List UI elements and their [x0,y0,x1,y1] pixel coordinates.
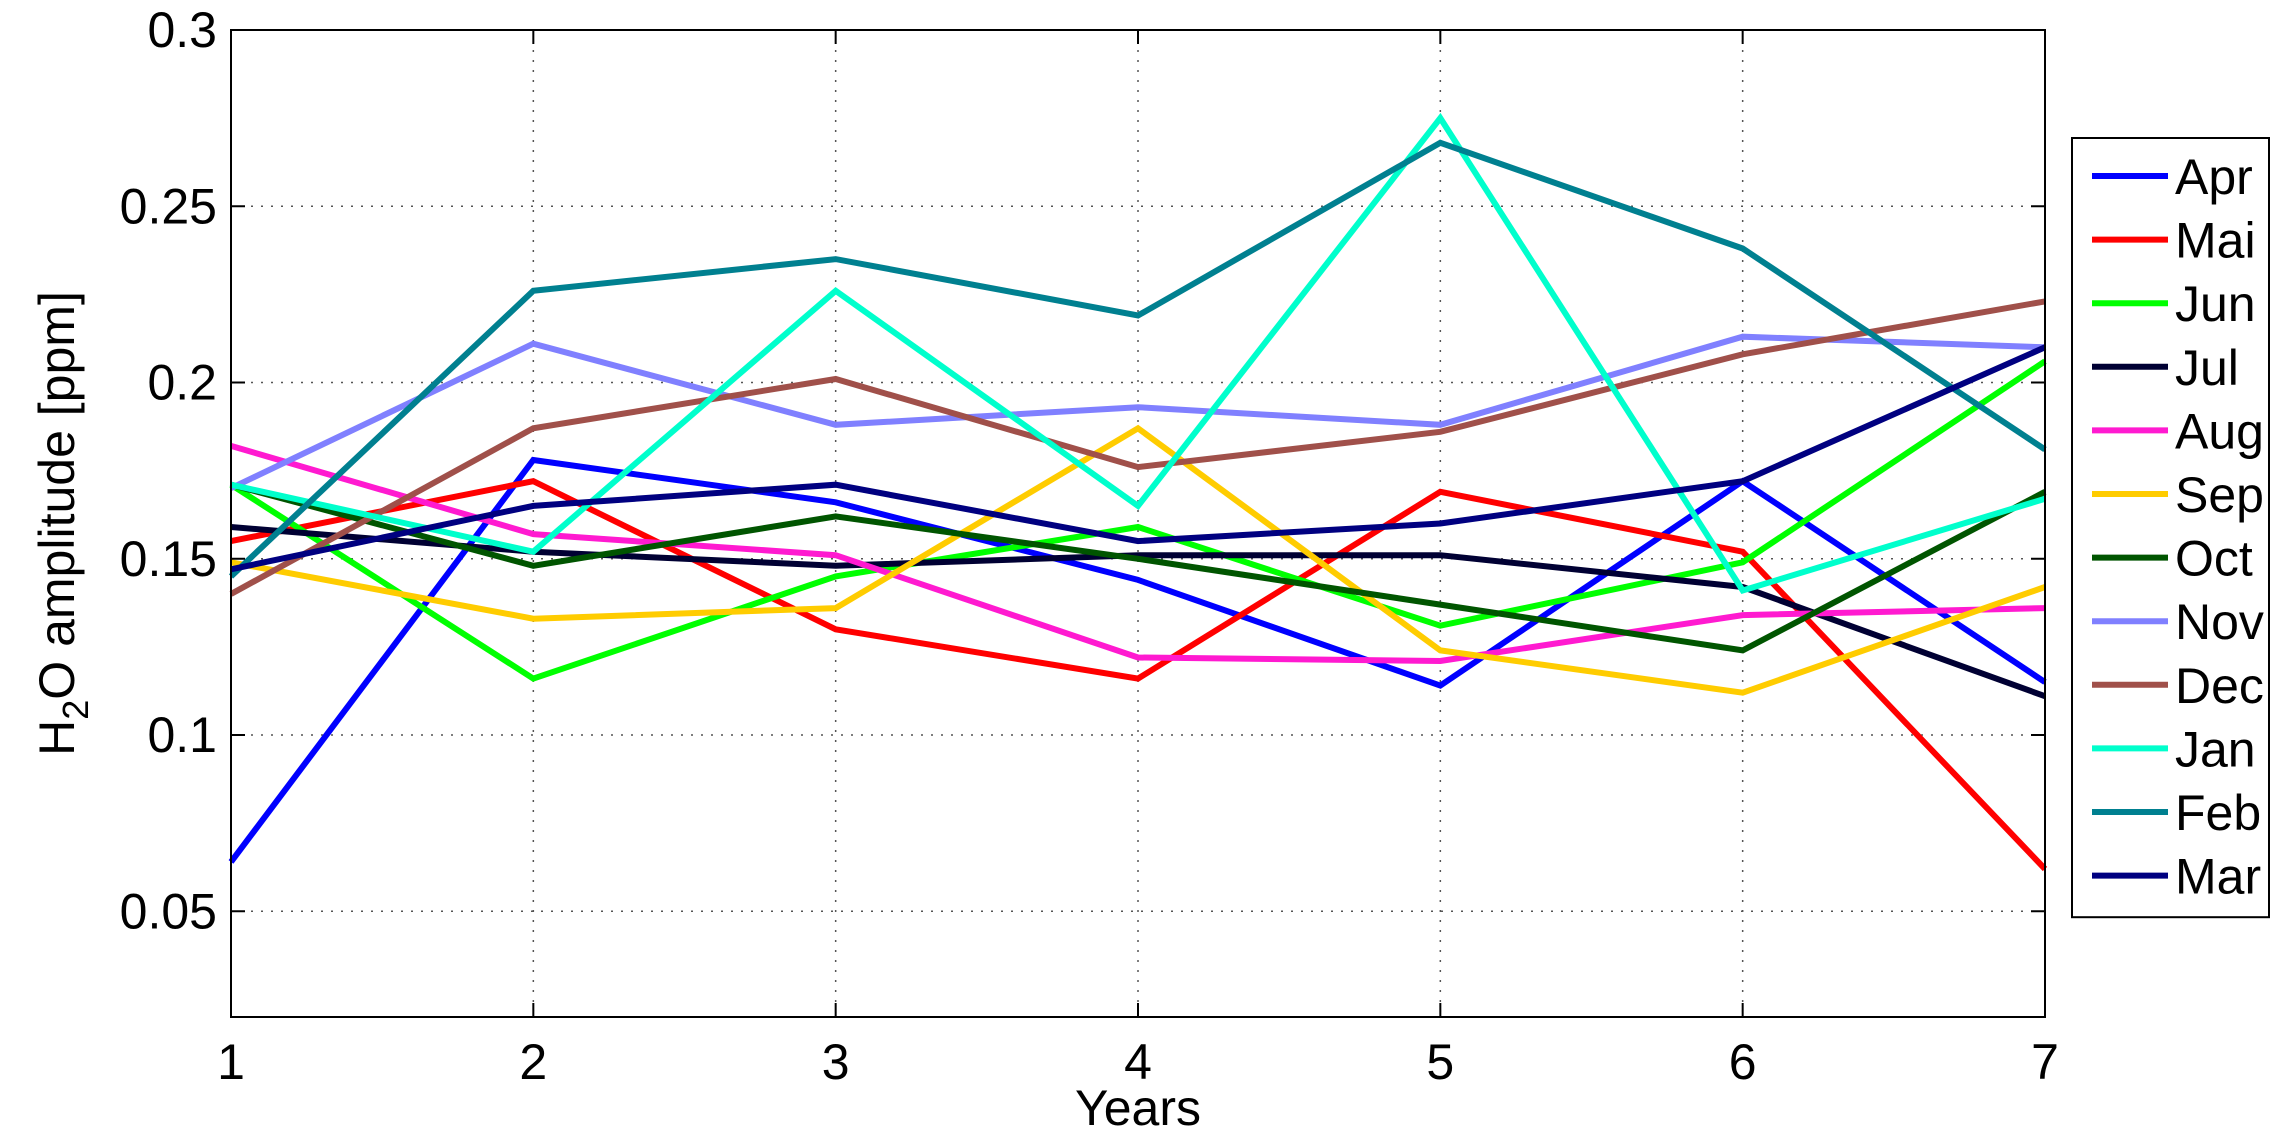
x-tick-label: 7 [2031,1034,2059,1090]
series-line-aug [230,443,2046,665]
legend-label-mai: Mai [2175,213,2256,269]
legend-label-aug: Aug [2175,403,2264,459]
series-line-mar [230,344,2047,573]
series-line-oct [230,481,2047,654]
series-line-nov [229,333,2046,491]
y-axis-title-post: O amplitude [ppm] [29,291,85,700]
axis-ticks: 1 2 3 4 5 6 7 0.05 0.1 0.15 0.2 0.25 0.3 [120,2,2059,1090]
x-tick-label: 1 [217,1034,245,1090]
series-line-sep [230,424,2046,696]
series-line-jun [229,358,2047,682]
legend-label-oct: Oct [2175,531,2253,587]
series-line-feb [228,139,2047,579]
y-tick-label: 0.1 [147,707,217,763]
legend-label-feb: Feb [2175,785,2261,841]
x-tick-label: 2 [519,1034,547,1090]
legend-label-mar: Mar [2175,849,2261,905]
y-tick-label: 0.15 [120,531,217,587]
legend-label-apr: Apr [2175,149,2253,205]
legend-label-jul: Jul [2175,340,2239,396]
series-line-dec [229,298,2046,597]
legend-label-dec: Dec [2175,658,2264,714]
legend-label-jun: Jun [2175,276,2256,332]
series-line-jan [230,112,2046,595]
x-tick-label: 4 [1124,1034,1152,1090]
y-axis-title: H2O amplitude [ppm] [29,291,96,756]
y-tick-label: 0.2 [147,355,217,411]
x-tick-label: 5 [1426,1034,1454,1090]
y-axis-title-subscript: 2 [55,700,96,720]
legend: Apr Mai Jun Jul Aug Sep Oct Nov Dec Jan Feb Mar [2071,137,2270,919]
y-tick-label: 0.25 [120,178,217,234]
x-tick-label: 6 [1729,1034,1757,1090]
legend-label-nov: Nov [2175,594,2264,650]
x-tick-label: 3 [822,1034,850,1090]
y-tick-label: 0.05 [120,883,217,939]
series-line-mai [230,478,2048,872]
x-axis-title: Years [1075,1080,1201,1136]
legend-box [2071,137,2270,919]
plot-series [228,112,2048,872]
y-axis-title-pre: H [29,720,85,756]
legend-label-jan: Jan [2175,721,2256,777]
y-tick-label: 0.3 [147,2,217,58]
legend-label-sep: Sep [2175,467,2264,523]
